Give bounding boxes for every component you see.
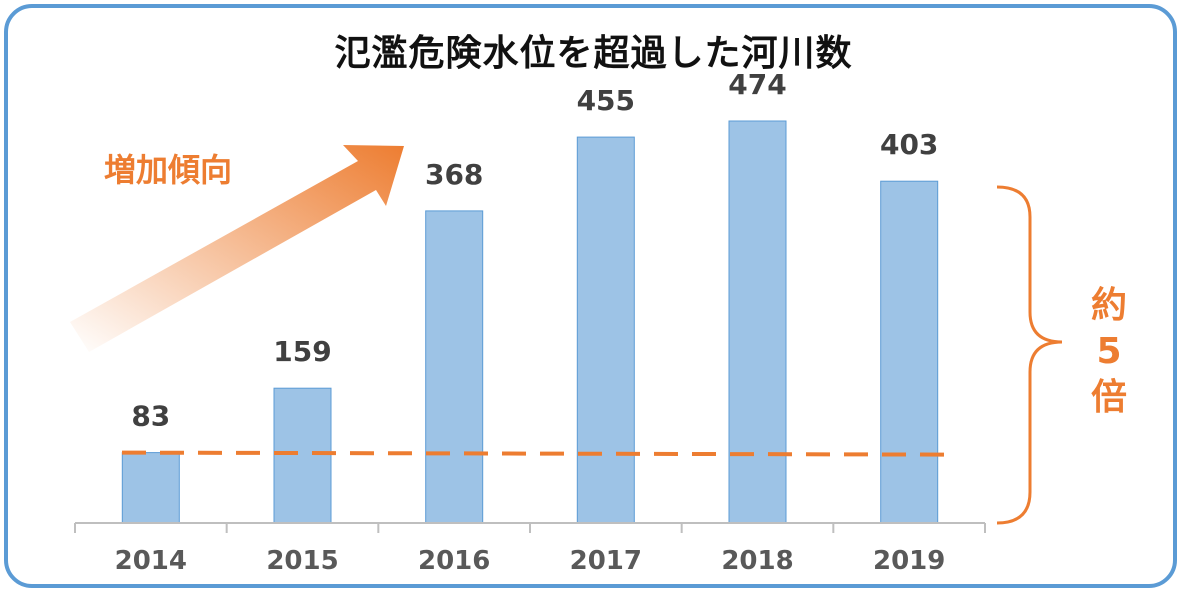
value-label-2018: 474 xyxy=(728,68,786,101)
trend-arrow xyxy=(70,145,404,352)
x-tick-label-2014: 2014 xyxy=(115,546,187,576)
bar-2019 xyxy=(880,180,939,524)
trend-label: 増加傾向 xyxy=(104,151,233,189)
ratio-label: 約 5 倍 xyxy=(1087,283,1131,421)
value-label-2014: 83 xyxy=(131,400,170,433)
x-tick-label-2019: 2019 xyxy=(873,546,945,576)
value-label-2017: 455 xyxy=(577,84,635,117)
chart-title: 氾濫危険水位を超過した河川数 xyxy=(334,33,853,74)
x-tick-label-2015: 2015 xyxy=(266,546,338,576)
ratio-brace xyxy=(996,185,1063,525)
bar-2016 xyxy=(425,210,484,524)
ratio-label-line-1: 約 xyxy=(1090,285,1127,326)
bar-2017 xyxy=(576,136,635,524)
bar-2015 xyxy=(273,387,332,524)
x-tick-label-2017: 2017 xyxy=(570,546,642,576)
ratio-label-line-3: 倍 xyxy=(1090,377,1127,418)
bar-2018 xyxy=(728,120,787,524)
x-tick-label-2016: 2016 xyxy=(418,546,490,576)
x-tick-label-2018: 2018 xyxy=(721,546,793,576)
value-label-2019: 403 xyxy=(880,128,938,161)
value-label-2016: 368 xyxy=(425,158,483,191)
ratio-label-line-2: 5 xyxy=(1096,331,1122,372)
bar-2014 xyxy=(121,452,180,524)
reference-dashed-line xyxy=(121,450,949,457)
value-label-2015: 159 xyxy=(273,335,331,368)
